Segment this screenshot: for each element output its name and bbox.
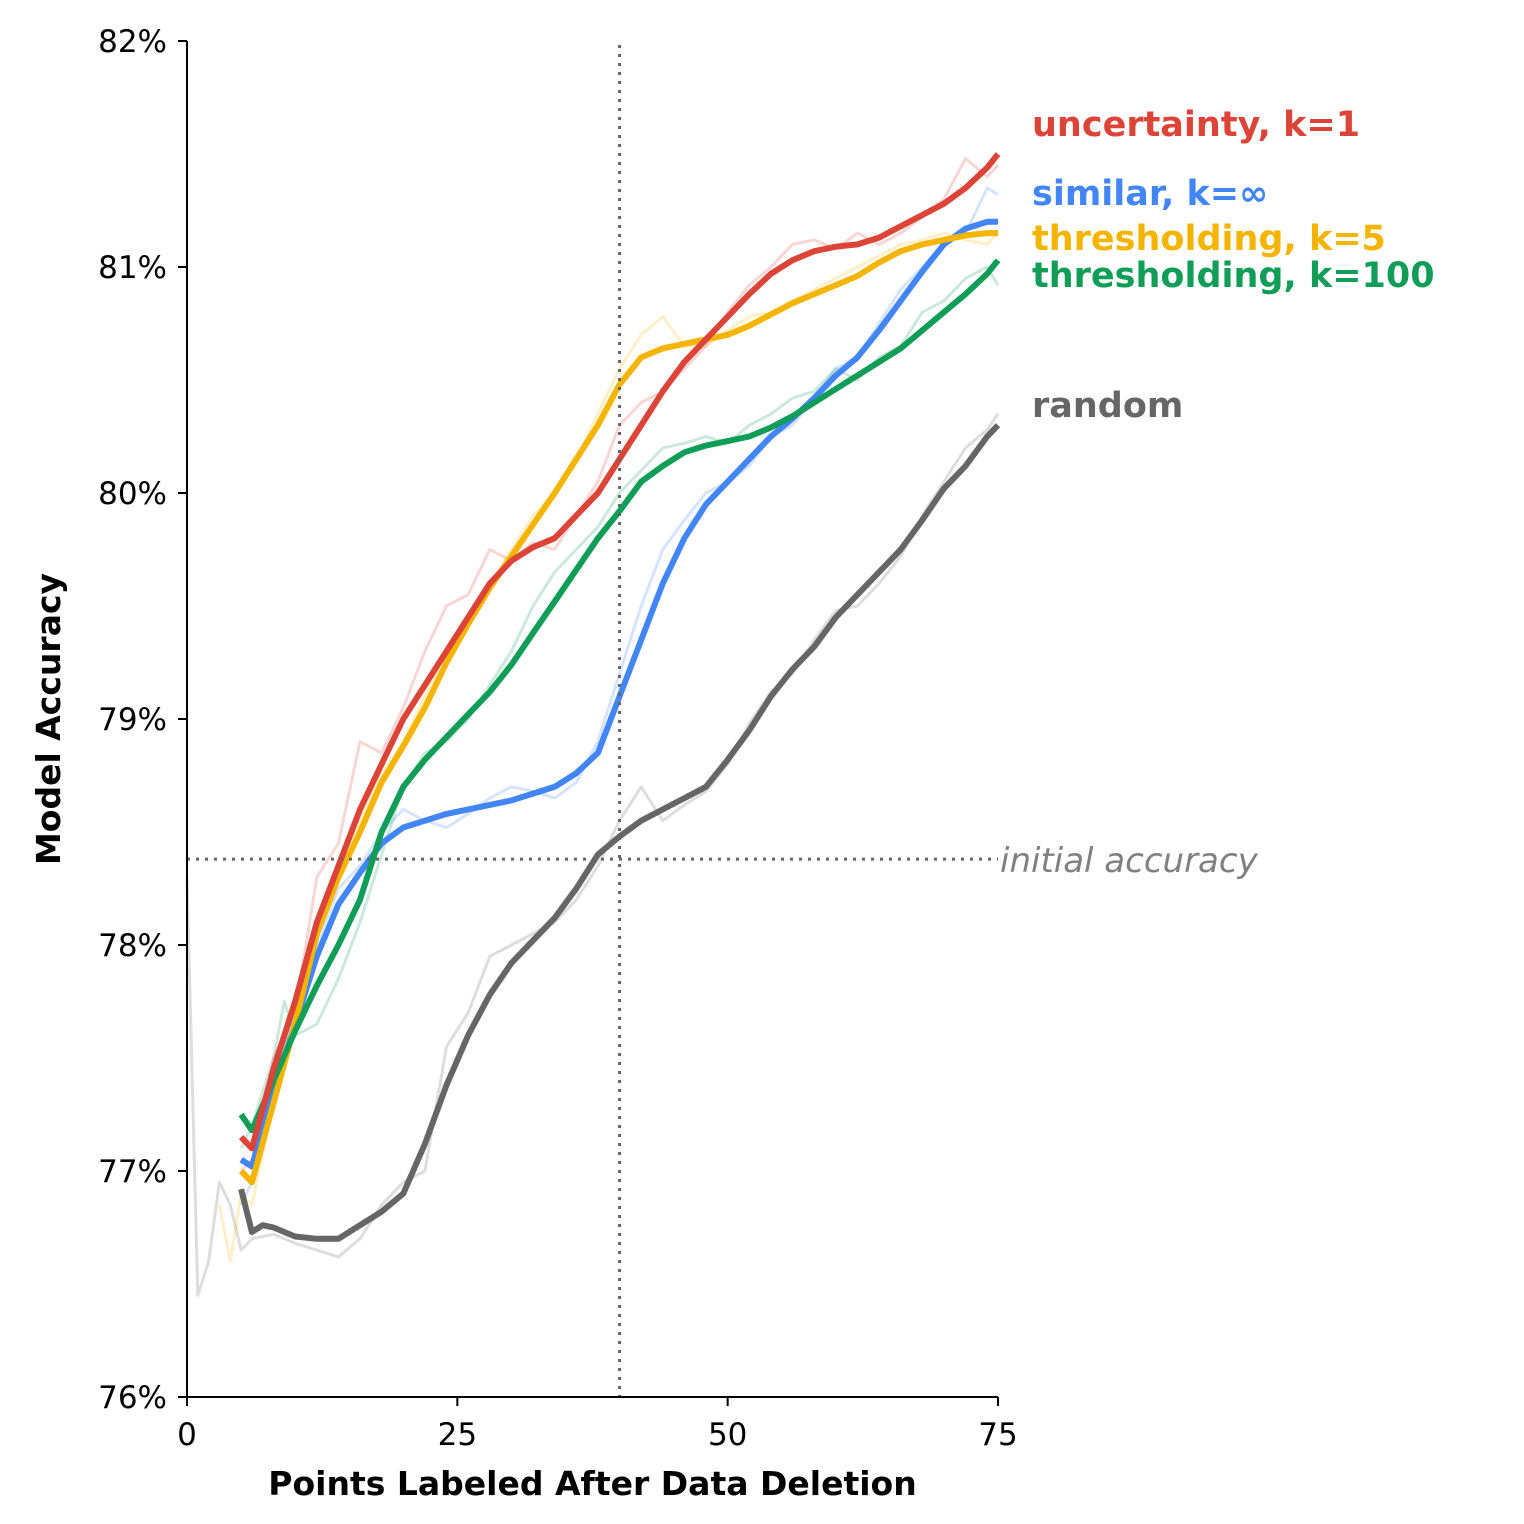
- y-axis-title: Model Accuracy: [29, 573, 68, 865]
- x-tick-label: 0: [177, 1417, 197, 1453]
- series-labels: random similar, k=∞ thresholding, k=5thres…: [1032, 105, 1435, 426]
- y-tick-label: 78%: [98, 928, 167, 964]
- smoothed-series-lines: [238, 152, 1001, 1242]
- x-tick-label: 75: [978, 1417, 1017, 1453]
- y-tick-label: 79%: [98, 702, 167, 738]
- y-tick-label: 76%: [98, 1380, 167, 1416]
- raw-line-thresholding-k-100: [239, 265, 1000, 1150]
- raw-line-thresholding-k-5: [217, 231, 1000, 1263]
- x-axis-title: Points Labeled After Data Deletion: [268, 1464, 916, 1503]
- series-label-uncertainty-k-1: uncertainty, k=1: [1032, 105, 1360, 145]
- initial-accuracy-label: initial accuracy: [1000, 841, 1259, 881]
- x-tick-label: 50: [708, 1417, 747, 1453]
- y-tick-label: 77%: [98, 1154, 167, 1190]
- x-tick-label: 25: [438, 1417, 477, 1453]
- series-label-thresholding-k-100: thresholding, k=100: [1032, 256, 1435, 296]
- smoothed-line-thresholding-k-5: [238, 230, 998, 1186]
- raw-line-similar-k: [239, 186, 999, 1206]
- series-label-similar-k: similar, k=∞: [1032, 174, 1268, 214]
- series-label-random: random: [1032, 386, 1183, 426]
- y-tick-label: 82%: [98, 24, 167, 60]
- series-label-thresholding-k-5: thresholding, k=5: [1032, 219, 1386, 259]
- smoothed-line-random: [238, 423, 1001, 1242]
- smoothed-line-similar-k: [239, 218, 998, 1170]
- raw-line-random: [185, 413, 1000, 1297]
- smoothed-line-thresholding-k-100: [238, 258, 1001, 1134]
- y-tick-label: 81%: [98, 250, 167, 286]
- ticks: 76% 77% 78% 79% 80% 81% 82% 0 25 50 75: [98, 24, 1018, 1453]
- y-tick-label: 80%: [98, 476, 167, 512]
- reference-lines: [187, 45, 998, 1397]
